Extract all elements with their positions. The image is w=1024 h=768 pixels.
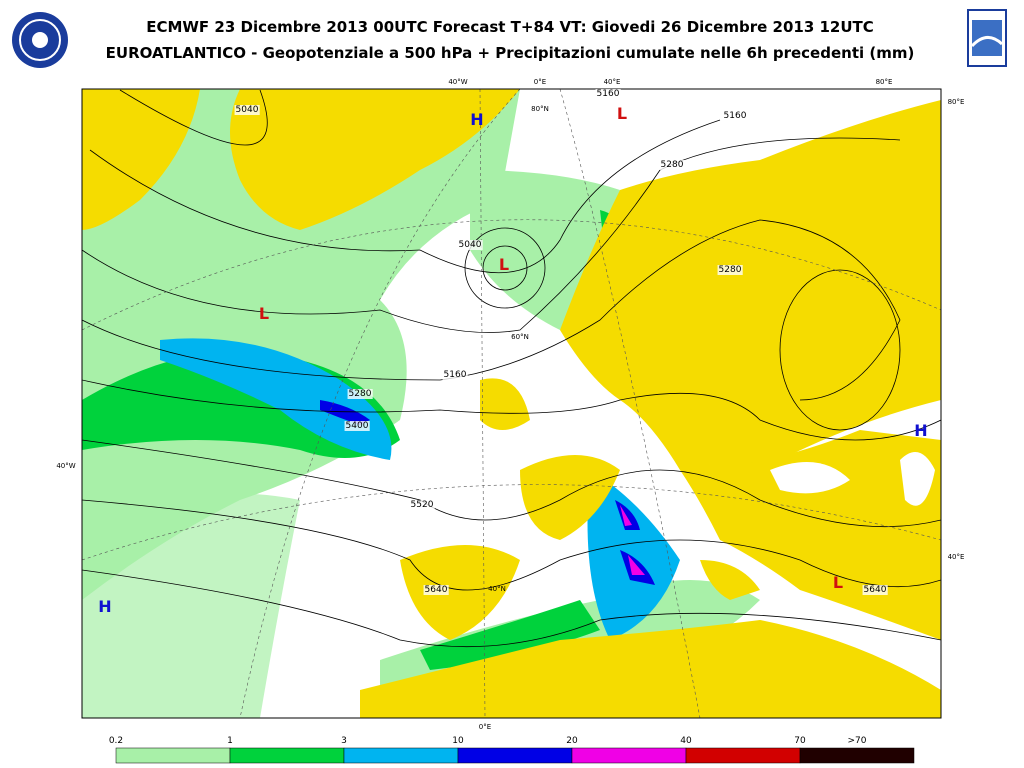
legend-label: 70	[794, 736, 806, 746]
contour-label: 5040	[459, 240, 482, 250]
pressure-center: L	[499, 255, 509, 274]
legend-label: 0.2	[109, 736, 123, 746]
logo-left	[12, 12, 68, 68]
legend-swatch	[685, 747, 801, 764]
grid-label: 40°N	[488, 585, 506, 593]
legend-swatch	[115, 747, 231, 764]
subtitle: EUROATLANTICO - Geopotenziale a 500 hPa …	[106, 44, 915, 62]
legend-swatch	[229, 747, 345, 764]
pressure-center: L	[617, 104, 627, 123]
contour-label-bg	[862, 585, 888, 595]
pressure-center: L	[259, 304, 269, 323]
grid-label: 80°E	[876, 78, 893, 86]
legend-swatch	[799, 747, 915, 764]
pressure-center: H	[914, 421, 927, 440]
contour-label-bg	[344, 421, 370, 431]
contour-label: 5520	[411, 500, 434, 510]
contour-label: 5280	[719, 265, 742, 275]
pressure-center: H	[98, 597, 111, 616]
pressure-center: L	[833, 573, 843, 592]
contour-label-bg	[347, 389, 373, 399]
contour-label: 5280	[349, 389, 372, 399]
legend-label: 10	[452, 736, 464, 746]
legend-label: >70	[848, 736, 867, 746]
legend-label: 20	[566, 736, 578, 746]
grid-label: 40°W	[56, 462, 75, 470]
pressure-center: H	[470, 110, 483, 129]
grid-label: 80°E	[948, 98, 965, 106]
contour-label-bg	[595, 89, 621, 99]
legend-label: 3	[341, 736, 347, 746]
contour-label: 5160	[724, 111, 747, 121]
contour-label: 5640	[425, 585, 448, 595]
grid-label: 40°E	[948, 553, 965, 561]
contour-label: 5160	[597, 89, 620, 99]
contour-label-bg	[659, 160, 685, 170]
contour-label-bg	[409, 500, 435, 510]
legend-swatch	[571, 747, 687, 764]
grid-label: 80°N	[531, 105, 549, 113]
contour-label-bg	[717, 265, 743, 275]
title: ECMWF 23 Dicembre 2013 00UTC Forecast T+…	[146, 18, 874, 36]
grid-label: 60°N	[511, 333, 529, 341]
contour-label-bg	[457, 240, 483, 250]
grid-label: 40°E	[604, 78, 621, 86]
grid-label: 0°E	[479, 723, 491, 731]
logo-right	[967, 9, 1007, 67]
legend-label: 1	[227, 736, 233, 746]
contour-label-bg	[442, 370, 468, 380]
contour-label: 5040	[236, 105, 259, 115]
legend-swatch	[457, 747, 573, 764]
contour-label: 5280	[661, 160, 684, 170]
map-frame	[81, 88, 942, 719]
contour-label: 5160	[444, 370, 467, 380]
map	[82, 89, 941, 718]
legend-swatch	[343, 747, 459, 764]
contour-label: 5640	[864, 585, 887, 595]
grid-label: 0°E	[534, 78, 546, 86]
contour-label-bg	[234, 105, 260, 115]
grid-label: 40°W	[448, 78, 467, 86]
legend-label: 40	[680, 736, 692, 746]
contour-label: 5400	[346, 421, 369, 431]
contour-label-bg	[423, 585, 449, 595]
contour-label-bg	[722, 111, 748, 121]
